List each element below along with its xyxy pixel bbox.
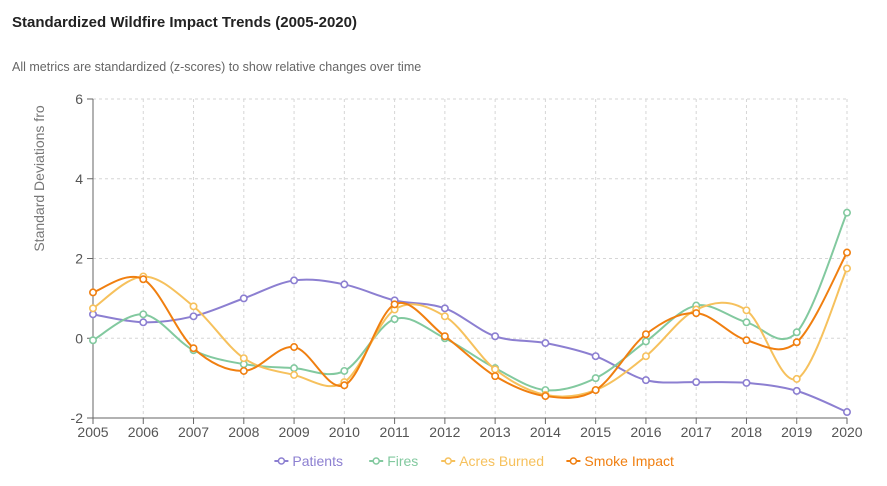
data-point-patients[interactable]	[239, 294, 248, 303]
series-line-patients	[92, 278, 848, 413]
data-point-smoke-impact[interactable]	[541, 392, 550, 401]
x-tick-label: 2014	[530, 424, 561, 440]
data-point-smoke-impact[interactable]	[139, 275, 148, 284]
x-tick-label: 2016	[630, 424, 661, 440]
legend-marker-patients	[277, 457, 286, 465]
x-tick-label: 2011	[380, 424, 410, 440]
data-point-acres-burned[interactable]	[239, 354, 248, 363]
data-point-patients[interactable]	[692, 378, 701, 387]
data-point-patients[interactable]	[139, 318, 148, 327]
data-point-acres-burned[interactable]	[792, 374, 801, 383]
data-point-patients[interactable]	[842, 408, 851, 417]
data-point-fires[interactable]	[792, 328, 801, 337]
data-point-patients[interactable]	[792, 386, 801, 395]
legend-marker-fires	[372, 457, 380, 465]
data-point-acres-burned[interactable]	[290, 370, 299, 379]
x-tick-label: 2005	[77, 424, 108, 440]
data-point-patients[interactable]	[641, 376, 650, 385]
chart-subtitle: All metrics are standardized (z-scores) …	[12, 60, 422, 74]
data-point-smoke-impact[interactable]	[742, 336, 751, 345]
data-point-smoke-impact[interactable]	[89, 288, 98, 297]
data-point-fires[interactable]	[390, 315, 399, 324]
series-line-acres-burned	[92, 268, 848, 398]
y-tick-label: 4	[75, 171, 83, 187]
data-point-patients[interactable]	[440, 304, 449, 313]
legend-item-smoke-impact[interactable]: Smoke Impact	[566, 453, 674, 469]
data-point-patients[interactable]	[340, 280, 349, 289]
data-point-acres-burned[interactable]	[742, 306, 751, 315]
y-tick-label: 6	[75, 91, 83, 107]
x-tick-label: 2008	[228, 424, 259, 440]
data-point-fires[interactable]	[139, 310, 148, 319]
x-tick-label: 2012	[429, 424, 460, 440]
grid-lines	[92, 98, 848, 419]
x-tick-label: 2009	[278, 424, 309, 440]
legend-item-acres-burned[interactable]: Acres Burned	[441, 453, 544, 469]
data-point-patients[interactable]	[491, 332, 500, 341]
data-point-acres-burned[interactable]	[641, 352, 650, 361]
series-fires	[89, 208, 851, 395]
data-point-acres-burned[interactable]	[89, 304, 98, 313]
data-point-fires[interactable]	[591, 374, 600, 383]
x-tick-label: 2017	[681, 424, 712, 440]
series-line-fires	[92, 212, 848, 392]
data-point-acres-burned[interactable]	[189, 302, 198, 311]
data-point-patients[interactable]	[591, 352, 600, 361]
data-point-acres-burned[interactable]	[440, 312, 449, 321]
legend: Patients Fires Acres Burned Smoke Impact	[274, 453, 674, 469]
data-point-smoke-impact[interactable]	[692, 309, 701, 318]
x-tick-label: 2020	[831, 424, 862, 440]
data-point-patients[interactable]	[742, 378, 751, 387]
data-point-fires[interactable]	[340, 366, 349, 375]
series-line-smoke-impact	[92, 252, 848, 399]
data-point-smoke-impact[interactable]	[591, 386, 600, 395]
y-axis-label: Standard Deviations fro	[31, 105, 47, 252]
legend-label-fires: Fires	[387, 453, 418, 469]
data-point-acres-burned[interactable]	[491, 365, 500, 374]
data-point-fires[interactable]	[742, 318, 751, 327]
x-tick-label: 2013	[480, 424, 511, 440]
series-smoke-impact	[89, 248, 851, 401]
legend-marker-acres-burned	[444, 457, 452, 465]
x-tick-label: 2006	[128, 424, 159, 440]
data-point-fires[interactable]	[290, 364, 299, 373]
data-point-smoke-impact[interactable]	[390, 300, 399, 309]
x-tick-label: 2018	[731, 424, 762, 440]
x-tick-label: 2010	[329, 424, 360, 440]
legend-label-smoke-impact: Smoke Impact	[584, 453, 674, 469]
data-point-smoke-impact[interactable]	[290, 343, 299, 352]
x-tick-label: 2015	[580, 424, 611, 440]
legend-marker-smoke-impact	[569, 457, 578, 465]
y-tick-label: 0	[75, 330, 83, 346]
data-point-fires[interactable]	[641, 337, 650, 346]
series-patients	[89, 276, 851, 417]
y-tick-label: -2	[71, 410, 84, 426]
data-point-smoke-impact[interactable]	[842, 248, 851, 257]
data-point-smoke-impact[interactable]	[189, 344, 198, 353]
legend-label-patients: Patients	[292, 453, 343, 469]
series-layer	[89, 208, 851, 417]
legend-label-acres-burned: Acres Burned	[459, 453, 544, 469]
y-tick-label: 2	[75, 251, 83, 267]
data-point-smoke-impact[interactable]	[340, 381, 349, 390]
data-point-patients[interactable]	[290, 276, 299, 285]
data-point-smoke-impact[interactable]	[792, 338, 801, 347]
data-point-acres-burned[interactable]	[842, 264, 851, 273]
data-point-smoke-impact[interactable]	[491, 372, 500, 381]
data-point-smoke-impact[interactable]	[239, 366, 248, 375]
legend-item-fires[interactable]: Fires	[369, 453, 418, 469]
series-acres-burned	[89, 264, 851, 399]
data-point-fires[interactable]	[89, 336, 98, 345]
x-tick-label: 2019	[781, 424, 812, 440]
x-tick-label: 2007	[178, 424, 209, 440]
chart-title: Standardized Wildfire Impact Trends (200…	[12, 14, 357, 31]
data-point-smoke-impact[interactable]	[641, 330, 650, 339]
data-point-fires[interactable]	[842, 208, 851, 217]
data-point-patients[interactable]	[189, 312, 198, 321]
legend-item-patients[interactable]: Patients	[274, 453, 343, 469]
data-point-smoke-impact[interactable]	[440, 332, 449, 341]
data-point-patients[interactable]	[541, 339, 550, 348]
